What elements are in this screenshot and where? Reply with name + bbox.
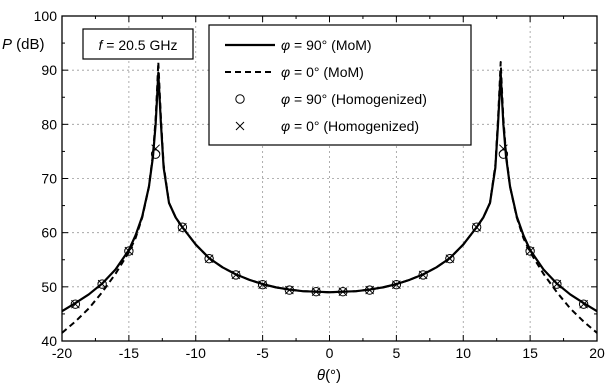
series-group <box>61 61 598 334</box>
series-3-marker <box>70 299 81 309</box>
y-tick-label: 90 <box>41 62 57 78</box>
x-tick-label: 5 <box>392 345 400 361</box>
x-tick-label: 15 <box>522 345 538 361</box>
series-3-marker <box>284 285 295 295</box>
series-4-marker <box>178 222 187 232</box>
series-4-marker <box>418 270 428 280</box>
series-3-marker <box>150 149 161 159</box>
x-axis-label: θ(°) <box>317 367 341 384</box>
series-4-marker <box>499 144 508 154</box>
series-3-marker <box>177 222 188 232</box>
series-3-marker <box>471 222 482 232</box>
x-tick-label: 0 <box>326 345 334 361</box>
plot-frame <box>61 15 598 342</box>
series-4-marker <box>151 144 160 154</box>
series-4-marker <box>338 287 348 297</box>
y-tick-label: 60 <box>41 225 57 241</box>
legend-entry-3-label: φ = 90° (Homogenized) <box>281 91 427 107</box>
y-tick-label: 50 <box>41 279 57 295</box>
series-4-marker <box>231 270 241 280</box>
y-tick-label: 80 <box>41 116 57 132</box>
series-3-marker <box>364 285 375 295</box>
legend-entry-1-label: φ = 90° (MoM) <box>281 37 372 53</box>
series-3-marker <box>311 287 321 297</box>
legend: φ = 90° (MoM) φ = 0° (MoM) φ = 90° (Homoge… <box>208 24 472 146</box>
series-3-marker <box>391 279 402 290</box>
legend-entry-4-label: φ = 0° (Homogenized) <box>281 118 419 134</box>
series-3-marker <box>338 287 348 297</box>
series-4-marker <box>258 280 267 290</box>
frequency-annotation-text: f = 20.5 GHz <box>99 37 178 53</box>
series-4-marker <box>579 299 588 309</box>
series-4-marker <box>365 285 374 295</box>
legend-entry-2-label: φ = 0° (MoM) <box>281 64 364 80</box>
series-4-marker <box>71 299 80 309</box>
series-3-marker <box>257 279 268 290</box>
series-2-line <box>61 61 598 334</box>
y-tick-label: 40 <box>41 333 57 349</box>
series-4-marker <box>525 246 535 256</box>
series-3-marker <box>204 253 214 264</box>
x-tick-label: 20 <box>589 345 605 361</box>
grid <box>62 16 597 341</box>
y-axis-label: P (dB) <box>2 36 45 53</box>
series-3-marker <box>97 279 107 289</box>
y-tick-label: 70 <box>41 171 57 187</box>
y-tick-label: 100 <box>34 8 58 24</box>
series-4-marker <box>124 246 134 256</box>
legend-entry-3-marker <box>235 94 245 104</box>
series-4-marker <box>311 287 321 297</box>
series-3-marker <box>418 270 428 280</box>
x-tick-label: -20 <box>52 345 72 361</box>
series-3-marker <box>231 270 241 280</box>
series-3-marker <box>525 246 535 256</box>
legend-entry-4-marker <box>235 121 245 131</box>
series-4-marker <box>285 285 294 295</box>
series-4-marker <box>204 254 214 264</box>
x-tick-label: -15 <box>119 345 139 361</box>
series-3-marker <box>552 279 562 289</box>
ticks-group: -20 -15 -10 -5 0 5 10 15 20 40 50 60 70 80 90 100 <box>34 8 605 361</box>
series-3-marker <box>498 149 509 159</box>
series-4-marker <box>472 222 481 232</box>
series-4-marker <box>392 280 401 290</box>
x-tick-label: 10 <box>455 345 471 361</box>
x-tick-label: -10 <box>186 345 206 361</box>
frequency-annotation: f = 20.5 GHz <box>82 28 194 60</box>
series-3-marker <box>124 246 134 256</box>
frequency-annotation-box <box>82 28 194 60</box>
series-4-marker <box>552 279 562 289</box>
x-tick-label: -5 <box>256 345 269 361</box>
series-4-marker <box>445 254 455 264</box>
series-3-marker <box>578 299 589 309</box>
series-3-marker <box>445 253 455 264</box>
series-4-marker <box>97 279 107 289</box>
